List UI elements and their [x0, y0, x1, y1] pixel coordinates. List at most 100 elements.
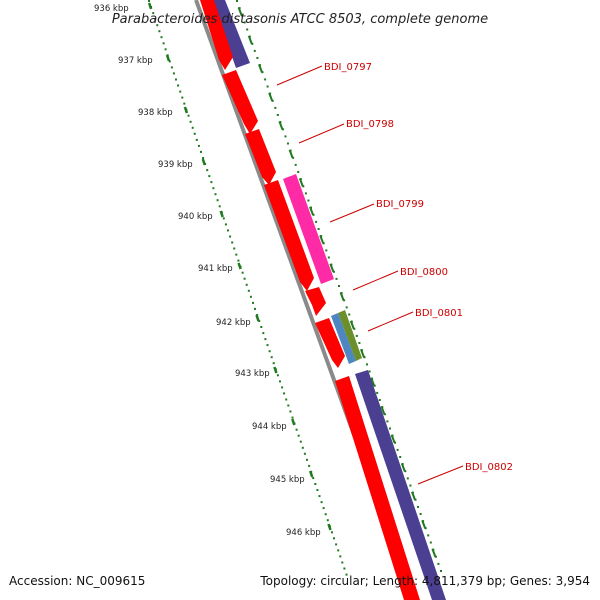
accession-text: Accession: NC_009615 — [9, 574, 146, 588]
gene-label-bdi-0801[interactable]: BDI_0801 — [415, 308, 463, 319]
ruler-dot — [197, 144, 200, 147]
ruler-dot — [324, 513, 327, 516]
gene-label-bdi-0798[interactable]: BDI_0798 — [346, 119, 394, 130]
kbp-label: 936 kbp — [94, 4, 129, 14]
ruler-tick — [273, 366, 278, 374]
ruler-dot — [343, 567, 346, 570]
ruler-dot — [241, 14, 244, 17]
ruler-dot — [299, 440, 302, 443]
ruler-dot — [179, 90, 182, 93]
ruler-dot — [189, 120, 192, 123]
ruler-dot — [399, 456, 402, 458]
gene-label-bdi-0802[interactable]: BDI_0802 — [465, 462, 513, 473]
ruler-dot — [227, 229, 229, 232]
gene-forward-1[interactable] — [200, 0, 233, 70]
ruler-dot — [358, 342, 361, 344]
ruler-tick — [298, 178, 304, 187]
ruler-dot — [409, 484, 412, 487]
ruler-dot — [202, 157, 205, 159]
ruler-tick — [380, 406, 386, 415]
kbp-label: 938 kbp — [138, 108, 173, 118]
feature-bdi-0799[interactable] — [283, 174, 334, 284]
ruler-tick — [339, 292, 345, 301]
ruler-dot — [348, 313, 351, 316]
ruler-dot — [315, 220, 318, 223]
feature-bdi-0801-green[interactable] — [338, 310, 362, 361]
ruler-dot — [175, 78, 177, 81]
ruler-dot — [281, 128, 284, 131]
ruler-dot — [208, 175, 211, 178]
ruler-dot — [236, 0, 238, 2]
ruler-tick — [219, 210, 224, 218]
ruler-tick — [247, 35, 253, 45]
gene-label-bdi-0799[interactable]: BDI_0799 — [376, 199, 424, 210]
ruler-dot — [164, 48, 167, 51]
gene-reverse-bdi-0802[interactable] — [355, 370, 446, 600]
ruler-dot — [222, 217, 225, 220]
ruler-dot — [297, 434, 300, 437]
ruler-dot — [306, 458, 308, 461]
ruler-dot — [195, 138, 198, 141]
gene-forward-4[interactable] — [264, 180, 314, 291]
feature-bdi-0800-blue[interactable] — [331, 313, 356, 364]
ruler-dot — [274, 106, 277, 109]
ruler-dot — [152, 12, 155, 15]
gene-forward-7[interactable] — [335, 376, 420, 600]
ruler-dot — [245, 283, 248, 286]
ruler-dot — [322, 507, 325, 510]
ruler-dot — [406, 477, 409, 480]
ruler-tick — [291, 418, 296, 426]
ruler-dot — [193, 132, 196, 135]
ruler-tick — [309, 470, 314, 478]
ruler-tick — [237, 7, 243, 16]
ruler-tick — [255, 314, 260, 322]
ruler-dot — [270, 356, 273, 359]
ruler-dot — [301, 446, 304, 449]
ruler-tick — [319, 235, 325, 244]
gene-reverse-bdi-0797[interactable] — [212, 0, 250, 68]
ruler-dot — [276, 374, 279, 377]
ruler-dot — [339, 555, 342, 558]
ruler-dot — [156, 24, 159, 27]
ruler-dot — [353, 327, 356, 330]
gene-forward-6[interactable] — [315, 318, 345, 368]
ruler-dot — [249, 295, 252, 298]
ruler-dot — [212, 187, 215, 190]
ruler-tick — [329, 263, 335, 273]
ruler-dot — [233, 247, 236, 250]
ruler-dot — [295, 428, 298, 431]
ruler-dot — [325, 249, 328, 252]
ruler-dot — [218, 205, 221, 208]
ruler-dot — [389, 427, 391, 430]
ruler-tick — [258, 64, 263, 73]
gene-labels: BDI_0797 BDI_0798 BDI_0799 BDI_0800 BDI_… — [324, 62, 513, 473]
ruler-dot — [210, 181, 213, 184]
kbp-label: 946 kbp — [286, 528, 321, 538]
ruler-dot — [247, 289, 250, 292]
ruler-dot — [437, 562, 440, 565]
ruler-tick — [278, 121, 284, 130]
ruler-dot — [283, 392, 286, 395]
ruler-dot — [287, 142, 289, 145]
ruler-tick — [201, 158, 206, 166]
ruler-tick — [327, 523, 332, 531]
ruler-dot — [304, 192, 307, 195]
ruler-dot — [345, 306, 348, 309]
ruler-dot — [264, 78, 267, 81]
leader-line — [417, 465, 464, 485]
gene-label-bdi-0800[interactable]: BDI_0800 — [400, 267, 448, 278]
ruler-dot — [294, 163, 297, 166]
ruler-dot — [297, 171, 300, 173]
ruler-tick — [268, 92, 274, 102]
gene-forward-5[interactable] — [305, 287, 326, 316]
kbp-label: 942 kbp — [216, 318, 251, 328]
ruler-dot — [427, 534, 430, 537]
ruler-tick — [165, 54, 171, 62]
ruler-dot — [281, 386, 284, 389]
ruler-tick — [183, 106, 189, 114]
gene-label-bdi-0797[interactable]: BDI_0797 — [324, 62, 372, 73]
gene-forward-2[interactable] — [222, 70, 258, 134]
leader-line — [298, 123, 345, 144]
ruler-dot — [326, 519, 329, 522]
gene-forward-3[interactable] — [245, 129, 276, 185]
